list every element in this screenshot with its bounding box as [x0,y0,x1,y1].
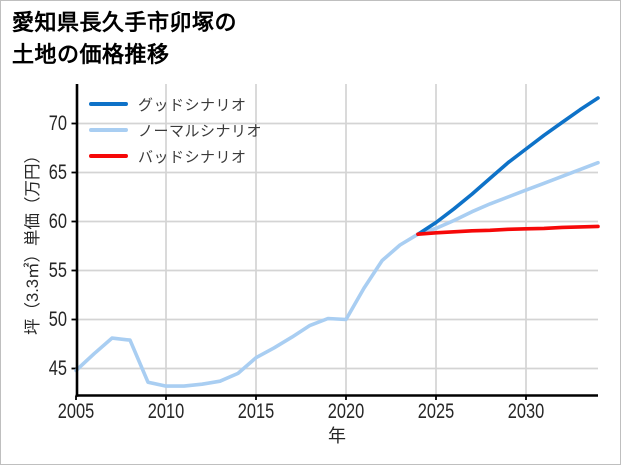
y-tick-label: 45 [48,356,67,380]
y-tick-label: 50 [48,307,67,331]
legend-item-normal-scenario: ノーマルシナリオ [89,119,262,141]
legend-label-bad: バッドシナリオ [138,148,247,166]
x-axis-title: 年 [328,426,346,446]
y-tick-label: 60 [48,209,67,233]
legend-label-good: グッドシナリオ [138,96,247,114]
chart-title: 愛知県長久手市卯塚の 土地の価格推移 [12,7,237,71]
legend-label-normal: ノーマルシナリオ [138,122,263,140]
good-scenario-line-icon [89,102,128,106]
bad-scenario-line-icon [89,154,128,158]
y-tick-label: 70 [48,111,67,135]
x-tick-label: 2025 [417,400,455,423]
legend-item-bad-scenario: バッドシナリオ [89,145,247,167]
x-tick-label: 2005 [57,400,95,423]
chart-title-line-2: 土地の価格推移 [12,42,170,67]
x-tick-label: 2010 [147,400,185,423]
normal-scenario-line-icon [89,128,128,132]
y-tick-label: 55 [48,258,67,282]
y-tick-label: 65 [48,160,67,184]
series-line-0 [416,96,600,236]
x-tick-label: 2020 [327,400,365,423]
chart-title-line-1: 愛知県長久手市卯塚の [12,10,238,35]
series-line-1 [74,160,600,388]
x-tick-label: 2030 [507,400,545,423]
legend-item-good-scenario: グッドシナリオ [89,93,247,115]
x-tick-label: 2015 [237,400,275,423]
series-line-2 [416,224,600,236]
